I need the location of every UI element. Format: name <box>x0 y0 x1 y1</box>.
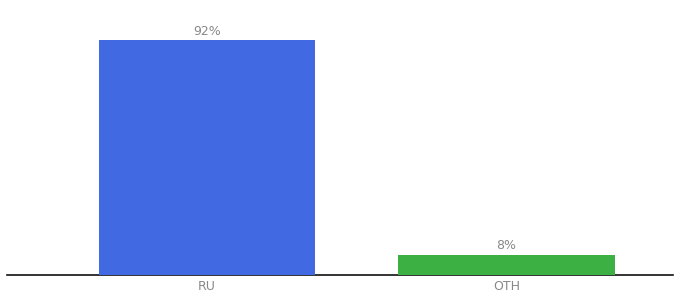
Bar <box>398 255 615 275</box>
Bar <box>99 40 315 275</box>
Text: 8%: 8% <box>496 239 517 252</box>
Text: 92%: 92% <box>193 25 220 38</box>
